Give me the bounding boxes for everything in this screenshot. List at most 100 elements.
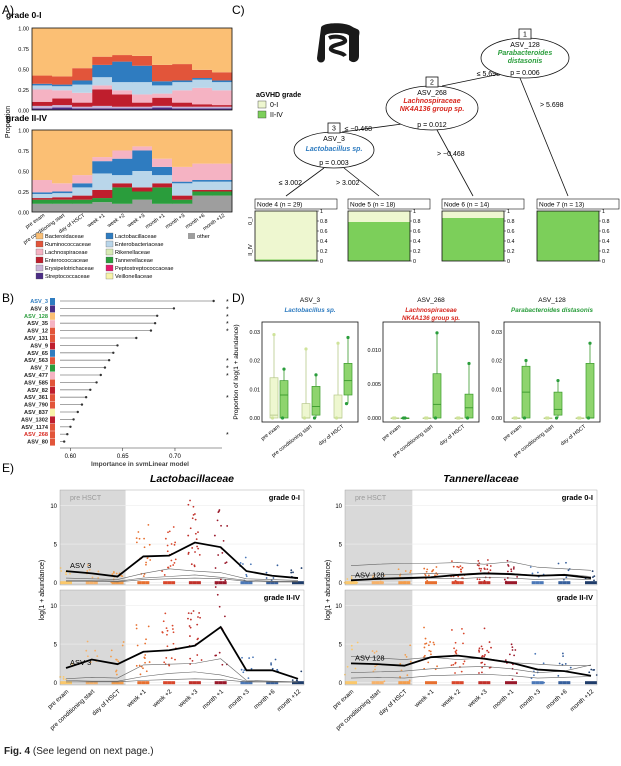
stack-segment: [132, 108, 153, 110]
sample-point: [346, 578, 349, 580]
highlight-asv-line: [65, 625, 299, 680]
sample-point: [483, 627, 486, 630]
x-tick-label: pre exam: [502, 423, 524, 442]
stack-segment: [152, 105, 173, 108]
zero-cluster: [402, 581, 407, 585]
lollipop-head: [116, 344, 119, 347]
stack-segment: [52, 105, 73, 108]
leaf-tick-label: 1: [413, 209, 416, 215]
x-tick-label: day of HSCT: [378, 688, 409, 717]
zero-cluster: [145, 681, 150, 685]
tree-edge: [519, 77, 569, 197]
box-outlier: [336, 341, 340, 345]
y-tick-label: 5: [339, 643, 343, 649]
sample-point: [213, 534, 216, 537]
facet-frame: [31, 27, 233, 111]
sample-point: [110, 655, 112, 658]
sample-point: [187, 612, 190, 615]
legend-label: Streptococcaceae: [45, 274, 90, 280]
sample-point: [450, 664, 453, 667]
y-tick-label: 0.03: [250, 330, 261, 336]
leaf-tick-label: 0.6: [320, 229, 328, 235]
sample-point: [247, 677, 250, 680]
sample-point: [409, 571, 412, 574]
sample-point: [476, 578, 479, 581]
stack-segment: [72, 80, 93, 85]
sample-point: [94, 649, 97, 652]
stack-segment: [192, 180, 213, 182]
sample-point: [198, 612, 201, 614]
stack-segment: [212, 90, 233, 106]
sample-point: [121, 644, 124, 647]
zero-cluster: [214, 581, 219, 585]
stack-segment: [172, 64, 193, 81]
lollipop-head: [212, 299, 215, 303]
highlight-asv-line: [65, 541, 299, 579]
sample-point: [172, 526, 175, 528]
zero-cluster: [111, 681, 116, 685]
significance-star: *: [226, 366, 229, 373]
x-tick-label: month +3: [164, 213, 186, 231]
sample-point: [214, 567, 217, 569]
sample-point: [216, 519, 219, 522]
sample-point: [89, 661, 92, 664]
box-point: [280, 416, 285, 420]
sample-point: [409, 660, 412, 663]
edge-label: ≤ 5.698: [477, 71, 500, 78]
sample-point: [96, 655, 99, 658]
zero-cluster: [375, 581, 380, 585]
sample-point: [189, 626, 192, 629]
stack-segment: [212, 130, 233, 164]
zero-cluster: [64, 681, 68, 685]
row-family-swatch: [50, 327, 55, 335]
stack-segment: [192, 79, 213, 88]
stack-segment: [172, 166, 193, 182]
lollipop-head: [69, 425, 72, 428]
sample-point: [451, 560, 453, 563]
stack-segment: [192, 191, 213, 196]
panel-asv: ASV_128: [538, 297, 566, 304]
row-family-swatch: [50, 386, 55, 394]
box-iqr: [553, 391, 563, 416]
leaf-tick-label: 1: [320, 209, 323, 215]
sample-point: [248, 657, 251, 659]
sample-point: [481, 671, 483, 674]
sample-point: [226, 525, 229, 527]
sample-point: [145, 670, 148, 673]
x-tick-label: week +2: [151, 688, 174, 710]
row-label: ASV_1302: [21, 417, 48, 423]
facet-title: grade II-IV: [264, 593, 300, 602]
stack-segment: [212, 181, 233, 190]
zero-cluster: [248, 681, 253, 685]
row-family-swatch: [50, 438, 55, 446]
leaf-label: Node 4 (n = 29): [257, 202, 302, 209]
stack-segment: [112, 187, 133, 204]
stack-segment: [192, 108, 213, 110]
stack-segment: [32, 101, 53, 106]
sample-point: [187, 534, 190, 537]
sample-point: [142, 667, 144, 670]
sample-point: [85, 649, 88, 652]
leaf-label: Node 7 (n = 13): [539, 202, 584, 209]
stack-segment: [72, 102, 93, 107]
legend-swatch: [35, 272, 44, 280]
sample-point: [424, 637, 427, 640]
zero-cluster: [562, 681, 567, 685]
stack-segment: [212, 80, 233, 83]
sample-point: [433, 643, 436, 646]
stack-segment: [132, 171, 153, 188]
stack-segment: [192, 87, 213, 105]
leaf-frame: [347, 210, 411, 262]
sample-point: [300, 567, 303, 569]
node-asv: ASV_268: [417, 90, 447, 97]
sample-point: [170, 657, 173, 660]
box-iqr: [333, 394, 343, 419]
sample-point: [65, 573, 67, 576]
sample-point: [271, 667, 274, 670]
sample-point: [454, 672, 456, 674]
sample-point: [191, 517, 194, 520]
stack-segment: [132, 146, 153, 151]
stack-segment: [32, 89, 53, 102]
other-asv-line: [66, 577, 298, 583]
sample-point: [223, 615, 226, 618]
